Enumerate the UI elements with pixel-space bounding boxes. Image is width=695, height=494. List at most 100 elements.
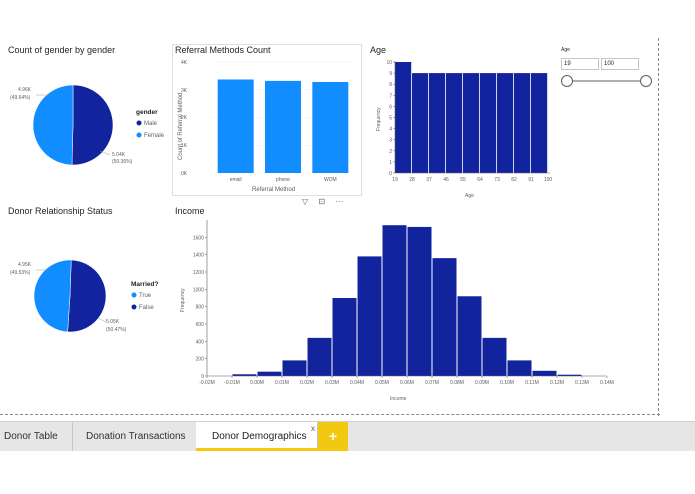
- referral-bar-WOM[interactable]: [312, 81, 349, 173]
- legend-male-label[interactable]: Male: [144, 121, 158, 127]
- income-bin-bar[interactable]: [232, 374, 257, 376]
- income-ylabel: Frequency: [180, 288, 186, 312]
- income-bin-bar[interactable]: [532, 370, 557, 376]
- relationship-false-pct-label: (50.47%): [106, 327, 127, 333]
- add-page-button[interactable]: +: [318, 422, 348, 451]
- legend-female-marker: [136, 132, 142, 138]
- income-ytick-label: 800: [196, 305, 205, 311]
- legend-false-label[interactable]: False: [139, 305, 154, 311]
- income-bin-bar[interactable]: [407, 226, 432, 376]
- filter-icon[interactable]: ▽: [302, 197, 309, 206]
- income-histogram[interactable]: 1600 1400 1200 1000 800 600 400 200 0 -0.02M -0.0…: [172, 216, 622, 408]
- age-xtick-label: 100: [544, 177, 553, 183]
- age-xtick-label: 91: [528, 177, 534, 183]
- age-range-slider[interactable]: [558, 72, 658, 90]
- age-ytick-label: 3: [389, 138, 392, 144]
- income-xtick-label: 0.02M: [300, 380, 314, 386]
- referral-ylabel: Count of Referral Method: [178, 93, 184, 160]
- relationship-chart-title: Donor Relationship Status: [8, 206, 113, 216]
- age-bin-bar[interactable]: [446, 73, 463, 173]
- gender-chart-title: Count of gender by gender: [8, 45, 116, 55]
- age-ytick-label: 5: [389, 116, 392, 122]
- income-bin-bar[interactable]: [482, 337, 507, 376]
- income-bin-bar[interactable]: [507, 360, 532, 376]
- income-ytick-label: 1000: [193, 287, 204, 293]
- income-xtick-label: 0.06M: [400, 380, 414, 386]
- age-xtick-label: 37: [426, 177, 432, 183]
- age-xtick-label: 73: [494, 177, 500, 183]
- gender-legend-title: gender: [136, 109, 158, 116]
- age-slicer-min-input[interactable]: 19: [561, 58, 599, 70]
- pie-slice-female[interactable]: [32, 84, 74, 166]
- income-xtick-label: 0.09M: [475, 380, 489, 386]
- relationship-pie-chart[interactable]: 4.95K (49.53%) 5.05K (50.47%) Married? T…: [0, 216, 170, 366]
- age-xtick-label: 64: [477, 177, 483, 183]
- relationship-true-value-label: 4.95K: [18, 262, 32, 268]
- income-bin-bar[interactable]: [257, 371, 282, 376]
- income-ytick-label: 1200: [193, 270, 204, 276]
- age-ytick-label: 0: [389, 171, 392, 177]
- income-chart-title: Income: [175, 206, 205, 216]
- income-bin-bar[interactable]: [432, 258, 457, 376]
- age-bin-bar[interactable]: [497, 73, 514, 173]
- income-xtick-label: 0.05M: [375, 380, 389, 386]
- age-xtick-label: 19: [392, 177, 398, 183]
- referral-bar-phone[interactable]: [265, 80, 301, 173]
- referral-bar-email[interactable]: [217, 79, 254, 173]
- tab-donation-transactions[interactable]: Donation Transactions: [70, 422, 201, 451]
- referral-ytick-1k: 1K: [181, 143, 188, 149]
- tab-donor-demographics[interactable]: Donor Demographics x: [196, 422, 318, 451]
- age-bin-bar[interactable]: [412, 73, 429, 173]
- income-xtick-label: 0.12M: [550, 380, 564, 386]
- pie-slice-male[interactable]: [71, 84, 114, 166]
- age-slicer-max-input[interactable]: 100: [601, 58, 639, 70]
- referral-visual-header: ▽ ⊡ ···: [302, 197, 343, 206]
- income-bin-bar[interactable]: [307, 337, 332, 376]
- gender-pie-chart[interactable]: 4.96K (49.64%) 5.04K (50.36%) gender Mal…: [0, 55, 170, 205]
- close-tab-icon[interactable]: x: [311, 424, 315, 433]
- age-bin-bar[interactable]: [395, 62, 412, 173]
- age-bin-bar[interactable]: [480, 73, 497, 173]
- income-ytick-label: 1600: [193, 235, 204, 241]
- pie-slice-false[interactable]: [67, 259, 107, 333]
- income-ytick-label: 600: [196, 322, 205, 328]
- gender-female-pct-label: (49.64%): [10, 95, 31, 101]
- income-xtick-label: 0.14M: [600, 380, 614, 386]
- age-slider-max-handle[interactable]: [640, 75, 652, 87]
- income-xtick-label: 0.04M: [350, 380, 364, 386]
- age-bin-bar[interactable]: [514, 73, 531, 173]
- gender-male-pct-label: (50.36%): [112, 159, 133, 165]
- income-bin-bar[interactable]: [457, 296, 482, 376]
- report-canvas: Count of gender by gender 4.96K (49.64%)…: [0, 44, 658, 408]
- referral-bar-chart[interactable]: email phone WOM 4K 3K 2K 1K 0K Count of Re…: [172, 55, 362, 197]
- referral-chart-frame[interactable]: [172, 44, 362, 196]
- age-ytick-label: 10: [386, 60, 392, 66]
- age-chart-title: Age: [370, 45, 387, 55]
- legend-true-label[interactable]: True: [139, 293, 152, 299]
- relationship-legend-title: Married?: [131, 281, 158, 288]
- age-bin-bar[interactable]: [463, 73, 480, 173]
- gender-male-value-label: 5.04K: [112, 152, 126, 158]
- gender-female-value-label: 4.96K: [18, 87, 32, 93]
- age-slider-min-handle[interactable]: [561, 75, 573, 87]
- income-bin-bar[interactable]: [557, 374, 582, 376]
- income-ytick-label: 1400: [193, 253, 204, 259]
- age-bin-bar[interactable]: [429, 73, 446, 173]
- age-bin-bar[interactable]: [531, 73, 548, 173]
- age-xtick-label: 28: [409, 177, 415, 183]
- pie-slice-true[interactable]: [33, 259, 72, 333]
- more-options-icon[interactable]: ···: [335, 197, 344, 206]
- referral-category-label: email: [230, 177, 242, 183]
- income-bin-bar[interactable]: [357, 256, 382, 376]
- income-bin-bar[interactable]: [382, 225, 407, 376]
- age-xlabel: Age: [465, 193, 474, 199]
- income-xtick-label: -0.01M: [224, 380, 240, 386]
- income-bin-bar[interactable]: [282, 360, 307, 376]
- legend-female-label[interactable]: Female: [144, 133, 165, 139]
- income-bin-bar[interactable]: [332, 298, 357, 376]
- income-xtick-label: 0.13M: [575, 380, 589, 386]
- tab-donor-table[interactable]: Donor Table: [0, 422, 73, 451]
- age-ytick-label: 7: [389, 93, 392, 99]
- focus-mode-icon[interactable]: ⊡: [318, 197, 326, 206]
